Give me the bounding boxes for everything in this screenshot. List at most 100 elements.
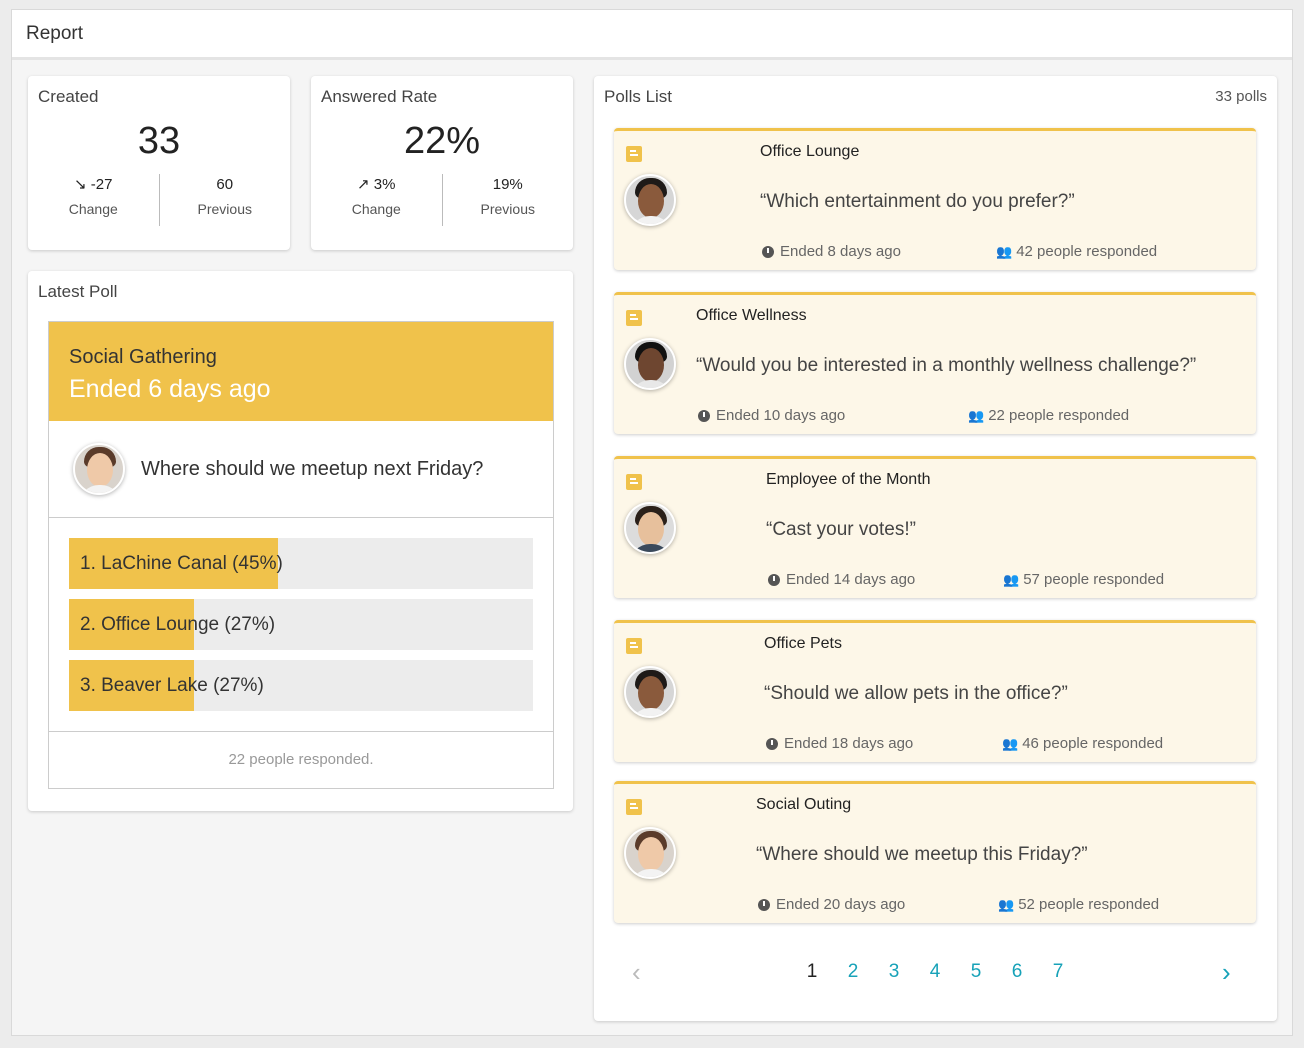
created-previous-label: Previous xyxy=(197,201,252,217)
latest-poll-name: Social Gathering xyxy=(69,346,217,368)
page-5[interactable]: 5 xyxy=(970,961,982,982)
created-card: Created 33 ↘ -27 Change 60 Previous xyxy=(28,76,290,250)
report-panel: Report Created 33 ↘ -27 Change 60 Previo… xyxy=(11,9,1293,1036)
poll-ended: Ended 14 days ago xyxy=(768,571,915,588)
poll-ended: Ended 10 days ago xyxy=(698,407,845,424)
pagination: ‹ 1 2 3 4 5 6 7 › xyxy=(594,956,1277,992)
created-change-value: ↘ -27 xyxy=(74,176,113,193)
option-label: 3. Beaver Lake (27%) xyxy=(80,675,264,696)
created-previous-value: 60 xyxy=(216,176,234,193)
option-fill-bar xyxy=(69,599,195,650)
poll-ended: Ended 8 days ago xyxy=(762,243,901,260)
poll-responded: 👥 42 people responded xyxy=(996,243,1157,260)
poll-ended: Ended 20 days ago xyxy=(758,896,905,913)
divider xyxy=(158,174,160,226)
avatar xyxy=(624,174,676,226)
divider xyxy=(441,174,443,226)
clock-icon xyxy=(758,898,770,911)
created-previous: 60 Previous xyxy=(160,174,291,226)
created-change: ↘ -27 Change xyxy=(28,174,159,226)
poll-icon xyxy=(626,474,642,490)
poll-ended-text: Ended 10 days ago xyxy=(716,407,846,424)
page-1[interactable]: 1 xyxy=(806,961,818,982)
avatar xyxy=(624,827,676,879)
created-value: 33 xyxy=(137,120,181,162)
poll-responded: 👥 22 people responded xyxy=(968,407,1129,424)
poll-responded-text: 52 people responded xyxy=(1018,896,1160,913)
poll-ended-text: Ended 8 days ago xyxy=(780,243,901,260)
poll-responded-text: 42 people responded xyxy=(1016,243,1158,260)
avatar xyxy=(73,443,125,495)
answered-change-value: ↗ 3% xyxy=(357,176,396,193)
answered-change-label: Change xyxy=(351,201,401,217)
poll-ended-text: Ended 14 days ago xyxy=(786,571,916,588)
poll-title: Office Wellness xyxy=(696,307,807,324)
next-page-icon[interactable]: › xyxy=(1222,957,1231,987)
poll-card[interactable]: Social Outing “Where should we meetup th… xyxy=(614,781,1256,923)
created-title: Created xyxy=(38,87,99,106)
page-4[interactable]: 4 xyxy=(929,961,941,982)
answered-value: 22% xyxy=(403,120,481,162)
poll-question: “Would you be interested in a monthly we… xyxy=(696,355,1197,376)
users-icon: 👥 xyxy=(998,896,1015,912)
users-icon: 👥 xyxy=(1003,571,1020,587)
avatar xyxy=(624,502,676,554)
answered-stats: ↗ 3% Change 19% Previous xyxy=(311,174,573,226)
clock-icon xyxy=(766,737,778,750)
clock-icon xyxy=(762,245,774,258)
latest-poll-header: Social Gathering Ended 6 days ago xyxy=(49,322,553,421)
poll-responded-text: 57 people responded xyxy=(1023,571,1165,588)
page-7[interactable]: 7 xyxy=(1052,961,1064,982)
latest-poll-title: Latest Poll xyxy=(38,282,118,301)
poll-card[interactable]: Office Wellness “Would you be interested… xyxy=(614,292,1256,434)
users-icon: 👥 xyxy=(968,407,985,423)
poll-title: Employee of the Month xyxy=(766,471,931,488)
poll-card[interactable]: Office Lounge “Which entertainment do yo… xyxy=(614,128,1256,270)
poll-ended-text: Ended 20 days ago xyxy=(776,896,906,913)
poll-option[interactable]: 1. LaChine Canal (45%) xyxy=(69,538,533,589)
created-stats: ↘ -27 Change 60 Previous xyxy=(28,174,290,226)
answered-previous-label: Previous xyxy=(480,201,535,217)
page-2[interactable]: 2 xyxy=(847,961,859,982)
clock-icon xyxy=(698,409,710,422)
avatar xyxy=(624,666,676,718)
option-label: 2. Office Lounge (27%) xyxy=(80,614,276,635)
answered-rate-card: Answered Rate 22% ↗ 3% Change 19% Previo… xyxy=(311,76,573,250)
prev-page-icon[interactable]: ‹ xyxy=(632,957,641,987)
poll-question: “Should we allow pets in the office?” xyxy=(764,683,1068,704)
poll-title: Office Lounge xyxy=(760,143,860,160)
answered-previous: 19% Previous xyxy=(443,174,574,226)
poll-ended-text: Ended 18 days ago xyxy=(784,735,914,752)
avatar xyxy=(624,338,676,390)
poll-option[interactable]: 2. Office Lounge (27%) xyxy=(69,599,533,650)
page-3[interactable]: 3 xyxy=(888,961,900,982)
latest-poll-status: Ended 6 days ago xyxy=(69,375,271,403)
option-label: 1. LaChine Canal (45%) xyxy=(80,553,283,574)
poll-options: 1. LaChine Canal (45%) 2. Office Lounge … xyxy=(49,518,553,732)
latest-poll-response-count: 22 people responded. xyxy=(228,751,374,768)
clock-icon xyxy=(768,573,780,586)
answered-title: Answered Rate xyxy=(321,87,438,106)
option-fill-bar xyxy=(69,660,195,711)
poll-question: “Cast your votes!” xyxy=(766,519,916,540)
poll-responded: 👥 52 people responded xyxy=(998,896,1159,913)
poll-icon xyxy=(626,310,642,326)
latest-poll-box[interactable]: Social Gathering Ended 6 days ago Where … xyxy=(48,321,554,789)
poll-card[interactable]: Employee of the Month “Cast your votes!”… xyxy=(614,456,1256,598)
poll-card[interactable]: Office Pets “Should we allow pets in the… xyxy=(614,620,1256,762)
users-icon: 👥 xyxy=(996,243,1013,259)
poll-responded: 👥 46 people responded xyxy=(1002,735,1163,752)
poll-responded: 👥 57 people responded xyxy=(1003,571,1164,588)
users-icon: 👥 xyxy=(1002,735,1019,751)
option-fill-bar xyxy=(69,538,278,589)
poll-question: “Which entertainment do you prefer?” xyxy=(760,191,1075,212)
panel-header: Report xyxy=(12,10,1292,60)
poll-icon xyxy=(626,146,642,162)
page-6[interactable]: 6 xyxy=(1011,961,1023,982)
poll-option[interactable]: 3. Beaver Lake (27%) xyxy=(69,660,533,711)
poll-icon xyxy=(626,799,642,815)
poll-question: “Where should we meetup this Friday?” xyxy=(756,844,1088,865)
polls-list-card: Polls List 33 polls Office Lounge “Which… xyxy=(594,76,1277,1021)
polls-count: 33 polls xyxy=(1215,88,1267,105)
latest-poll-card: Latest Poll Social Gathering Ended 6 day… xyxy=(28,271,573,811)
